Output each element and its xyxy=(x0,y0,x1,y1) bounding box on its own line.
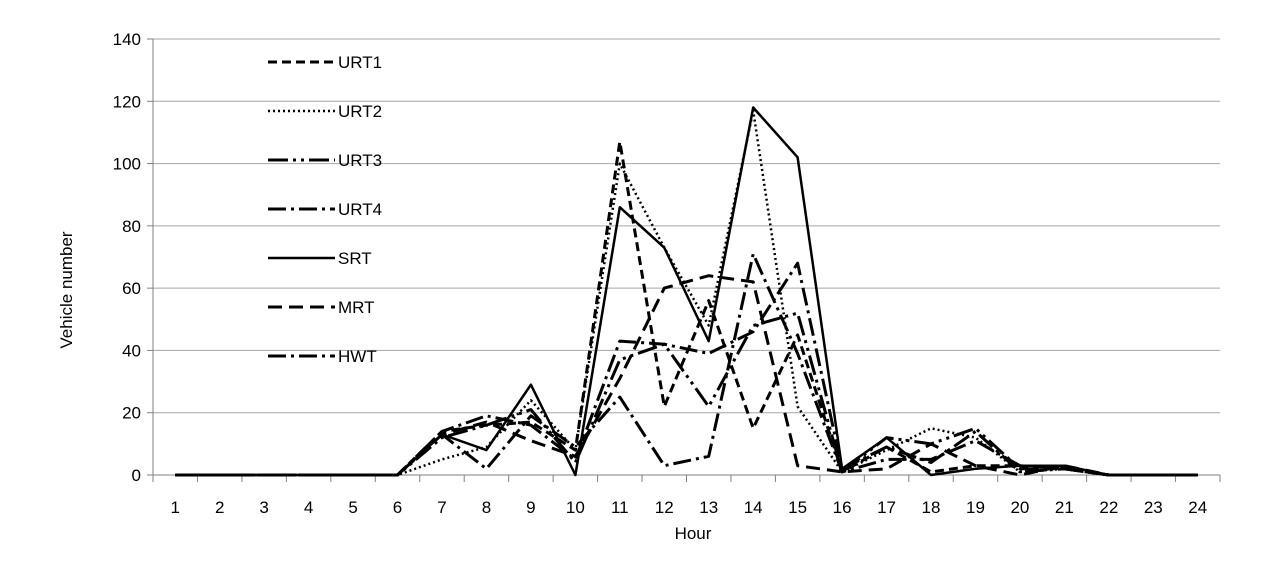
x-tick-label: 5 xyxy=(348,498,357,517)
x-tick-label: 23 xyxy=(1144,498,1163,517)
y-tick-label: 0 xyxy=(132,466,141,485)
x-tick-label: 4 xyxy=(304,498,313,517)
x-tick-label: 12 xyxy=(655,498,674,517)
series-line-urt3 xyxy=(175,311,1198,477)
x-tick-label: 2 xyxy=(215,498,224,517)
legend-label-urt4: URT4 xyxy=(338,200,382,219)
legend-label-urt3: URT3 xyxy=(338,151,382,170)
y-tick-label: 100 xyxy=(113,155,141,174)
y-tick-label: 20 xyxy=(122,404,141,423)
x-tick-label: 21 xyxy=(1055,498,1074,517)
legend-label-urt1: URT1 xyxy=(338,53,382,72)
x-tick-label: 13 xyxy=(699,498,718,517)
x-tick-label: 8 xyxy=(482,498,491,517)
series-line-srt xyxy=(175,106,1198,477)
y-tick-label: 80 xyxy=(122,217,141,236)
y-tick-label: 40 xyxy=(122,341,141,360)
x-tick-label: 10 xyxy=(566,498,585,517)
x-tick-label: 15 xyxy=(788,498,807,517)
x-tick-label: 14 xyxy=(744,498,763,517)
x-tick-label: 9 xyxy=(526,498,535,517)
x-tick-label: 20 xyxy=(1010,498,1029,517)
x-tick-labels: 1 2 3 4 5 6 7 8 9 10 11 12 13 14 15 16 17 18 19 20 21 22 23 24 xyxy=(170,498,1207,517)
series-line-hwt xyxy=(175,252,1198,477)
legend-label-mrt: MRT xyxy=(338,298,375,317)
x-tick-label: 16 xyxy=(833,498,852,517)
axes xyxy=(147,38,1221,482)
series-lines xyxy=(175,106,1198,477)
x-tick-label: 24 xyxy=(1188,498,1207,517)
x-tick-label: 19 xyxy=(966,498,985,517)
legend-label-srt: SRT xyxy=(338,249,372,268)
x-axis-title: Hour xyxy=(675,524,712,543)
x-tick-label: 17 xyxy=(877,498,896,517)
x-tick-label: 22 xyxy=(1099,498,1118,517)
y-tick-label: 60 xyxy=(122,279,141,298)
legend-label-urt2: URT2 xyxy=(338,102,382,121)
y-tick-label: 140 xyxy=(113,30,141,49)
y-tick-label: 120 xyxy=(113,92,141,111)
x-tick-label: 18 xyxy=(922,498,941,517)
series-line-urt1 xyxy=(175,140,1198,477)
x-tick-label: 3 xyxy=(259,498,268,517)
y-axis-title: Vehicle number xyxy=(57,231,76,349)
legend: URT1 URT2 URT3 URT4 SRT MRT HWT xyxy=(268,53,382,366)
y-tick-labels: 0 20 40 60 80 100 120 140 xyxy=(113,30,141,485)
x-tick-label: 7 xyxy=(437,498,446,517)
legend-label-hwt: HWT xyxy=(338,347,377,366)
gridlines xyxy=(153,38,1220,414)
x-tick-label: 1 xyxy=(170,498,179,517)
x-tick-label: 11 xyxy=(611,498,629,517)
x-tick-label: 6 xyxy=(393,498,402,517)
